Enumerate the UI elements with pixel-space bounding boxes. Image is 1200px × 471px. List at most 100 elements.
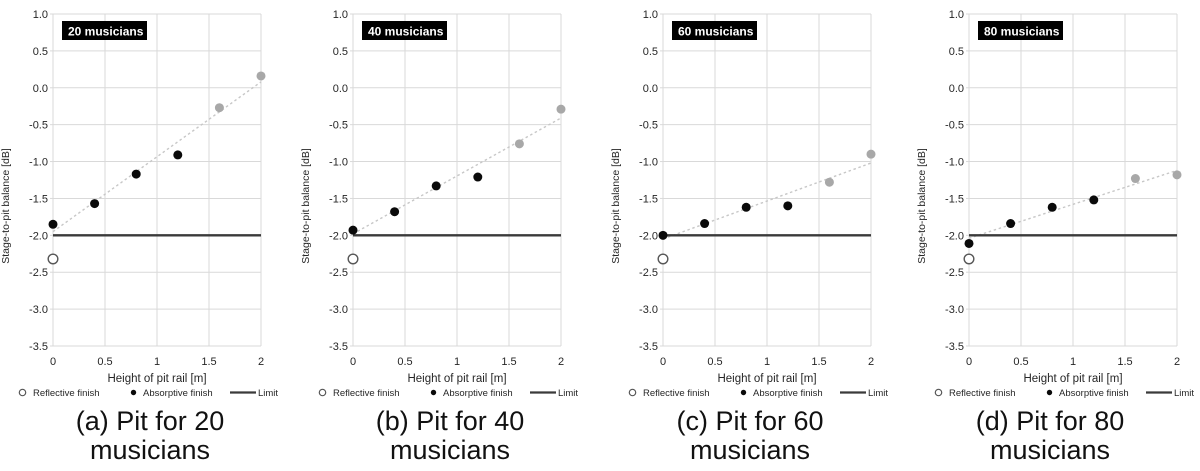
chart-group: 1.0 0.5 0.0 -0.5 -1.0 -1.5 -2.0 -2.5 -3.0 -3.50 0.… <box>916 9 1194 399</box>
chart-title: 20 musicians <box>68 25 144 39</box>
absorptive-point-light <box>256 71 266 81</box>
legend-reflective-label: Reflective finish <box>333 388 400 399</box>
legend-absorptive-label: Absorptive finish <box>143 388 213 399</box>
y-tick-label: -2.5 <box>29 267 48 279</box>
chart-block-d: 1.0 0.5 0.0 -0.5 -1.0 -1.5 -2.0 -2.5 -3.0 -3.5 0 0.… <box>900 0 1200 471</box>
y-tick-label: -2.5 <box>639 267 658 279</box>
chart-title-badge <box>672 21 757 40</box>
chart-group: 1.0 0.5 0.0 -0.5 -1.0 -1.5 -2.0 -2.5 -3.0 -3.50 0.… <box>0 9 278 399</box>
chart-title: 80 musicians <box>984 25 1060 39</box>
chart-caption-a: (a) Pit for 20 musicians <box>0 407 300 465</box>
reflective-point <box>47 253 59 265</box>
legend-absorptive-marker <box>1046 389 1053 396</box>
legend-absorptive-marker <box>740 389 747 396</box>
x-tick-label: 2 <box>1174 356 1180 368</box>
absorptive-point <box>431 181 441 191</box>
legend-reflective-label: Reflective finish <box>643 388 710 399</box>
chart-block-c: 1.0 0.5 0.0 -0.5 -1.0 -1.5 -2.0 -2.5 -3.0 -3.5 0 0.… <box>600 0 900 471</box>
x-tick-label: 1.5 <box>1117 356 1132 368</box>
x-axis-title: Height of pit rail [m] <box>407 373 506 385</box>
y-tick-label: -0.5 <box>639 120 658 132</box>
x-tick-label: 2 <box>868 356 874 368</box>
chart-a: 1.0 0.5 0.0 -0.5 -1.0 -1.5 -2.0 -2.5 -3.0 -3.5 0 0.… <box>0 0 300 400</box>
trend-line <box>968 169 1178 239</box>
reflective-point <box>963 253 975 265</box>
y-tick-label: -3.0 <box>945 304 964 316</box>
absorptive-point <box>173 150 183 160</box>
x-tick-label: 0 <box>50 356 56 368</box>
y-tick-label: -2.5 <box>329 267 348 279</box>
chart-caption-c: (c) Pit for 60 musicians <box>600 407 900 465</box>
chart-title-badge <box>62 21 147 40</box>
absorptive-point <box>658 230 668 240</box>
x-tick-label: 0 <box>966 356 972 368</box>
legend-reflective-marker <box>18 388 27 397</box>
y-tick-label: -3.5 <box>329 341 348 353</box>
y-tick-label: -0.5 <box>29 120 48 132</box>
y-tick-label: -1.0 <box>329 157 348 169</box>
y-tick-label: -3.0 <box>639 304 658 316</box>
y-tick-label: 1.0 <box>33 9 48 21</box>
chart-svg: 1.0 0.5 0.0 -0.5 -1.0 -1.5 -2.0 -2.5 -3.0 -3.50 0.… <box>610 9 888 399</box>
x-tick-label: 0 <box>350 356 356 368</box>
chart-group: 1.0 0.5 0.0 -0.5 -1.0 -1.5 -2.0 -2.5 -3.0 -3.50 0.… <box>610 9 888 399</box>
chart-c: 1.0 0.5 0.0 -0.5 -1.0 -1.5 -2.0 -2.5 -3.0 -3.5 0 0.… <box>600 0 900 400</box>
chart-block-a: 1.0 0.5 0.0 -0.5 -1.0 -1.5 -2.0 -2.5 -3.0 -3.5 0 0.… <box>0 0 300 471</box>
absorptive-point <box>1089 195 1099 205</box>
y-tick-label: 0.5 <box>333 46 348 58</box>
reflective-point <box>347 253 359 265</box>
x-tick-label: 1 <box>154 356 160 368</box>
trend-line <box>352 117 562 235</box>
y-tick-label: 1.0 <box>643 9 658 21</box>
y-tick-label: -3.0 <box>29 304 48 316</box>
caption-line: (a) Pit for 20 <box>75 406 225 436</box>
legend-reflective-marker <box>628 388 637 397</box>
y-axis-title: Stage-to-pit balance [dB] <box>610 148 622 264</box>
absorptive-point-light <box>1172 170 1182 180</box>
x-tick-label: 0.5 <box>397 356 412 368</box>
x-axis-title: Height of pit rail [m] <box>1023 373 1122 385</box>
x-tick-label: 1 <box>454 356 460 368</box>
absorptive-point-light <box>556 104 566 114</box>
absorptive-point <box>964 238 974 248</box>
y-tick-label: 0.5 <box>643 46 658 58</box>
trend-line <box>52 81 262 233</box>
y-tick-label: -2.5 <box>945 267 964 279</box>
absorptive-point <box>1006 219 1016 229</box>
y-tick-label: -1.0 <box>945 157 964 169</box>
legend-absorptive-marker <box>130 389 137 396</box>
caption-line: musicians <box>389 435 511 465</box>
caption-line: (c) Pit for 60 <box>676 406 824 436</box>
chart-title: 40 musicians <box>368 25 444 39</box>
absorptive-point <box>741 202 751 212</box>
chart-b: 1.0 0.5 0.0 -0.5 -1.0 -1.5 -2.0 -2.5 -3.0 -3.5 0 0.… <box>300 0 600 400</box>
legend-absorptive-label: Absorptive finish <box>753 388 823 399</box>
y-tick-label: -0.5 <box>329 120 348 132</box>
y-tick-label: 0.0 <box>643 83 658 95</box>
y-tick-label: 0.0 <box>333 83 348 95</box>
absorptive-point-light <box>1130 174 1140 184</box>
x-tick-label: 1 <box>1070 356 1076 368</box>
chart-d: 1.0 0.5 0.0 -0.5 -1.0 -1.5 -2.0 -2.5 -3.0 -3.5 0 0.… <box>900 0 1200 400</box>
legend-limit-label: Limit <box>258 388 278 399</box>
y-tick-label: 1.0 <box>333 9 348 21</box>
x-tick-label: 0.5 <box>1013 356 1028 368</box>
x-tick-label: 0.5 <box>707 356 722 368</box>
caption-line: musicians <box>989 435 1111 465</box>
chart-caption-b: (b) Pit for 40 musicians <box>300 407 600 465</box>
y-tick-label: -1.0 <box>639 157 658 169</box>
legend-reflective-marker <box>318 388 327 397</box>
y-tick-label: 0.5 <box>33 46 48 58</box>
absorptive-point <box>90 199 100 209</box>
y-tick-label: -1.5 <box>945 193 964 205</box>
x-tick-label: 1.5 <box>201 356 216 368</box>
chart-group: 1.0 0.5 0.0 -0.5 -1.0 -1.5 -2.0 -2.5 -3.0 -3.50 0.… <box>300 9 578 399</box>
chart-title-badge <box>978 21 1063 40</box>
y-tick-label: 0.5 <box>949 46 964 58</box>
legend-limit-label: Limit <box>558 388 578 399</box>
chart-svg: 1.0 0.5 0.0 -0.5 -1.0 -1.5 -2.0 -2.5 -3.0 -3.50 0.… <box>0 9 278 399</box>
y-tick-label: -3.5 <box>639 341 658 353</box>
absorptive-point-light <box>214 103 224 113</box>
y-tick-label: -0.5 <box>945 120 964 132</box>
